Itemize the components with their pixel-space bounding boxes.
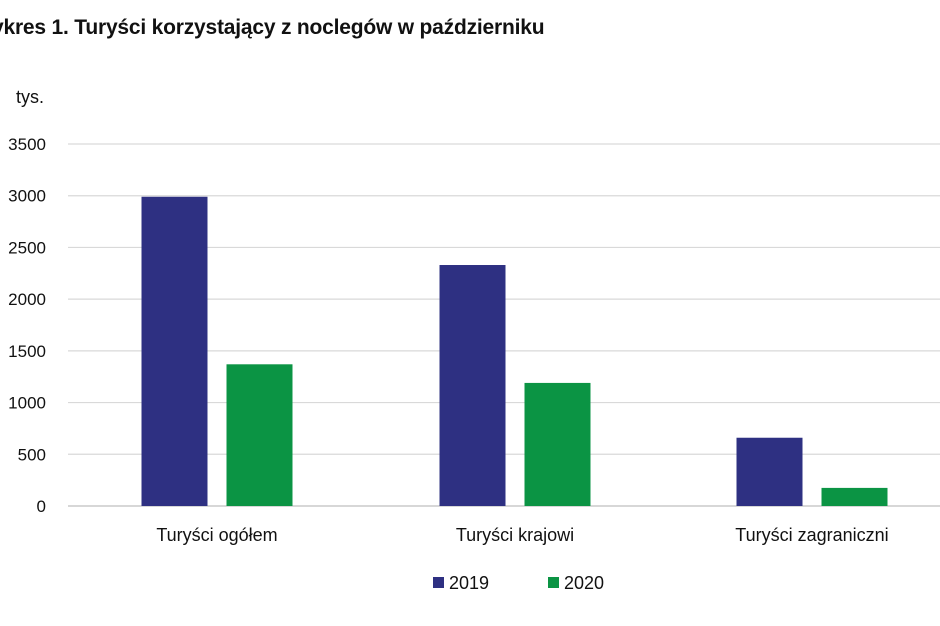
x-axis-categories: Turyści ogółem Turyści krajowi Turyści zag… xyxy=(156,525,888,545)
bar-2019-1 xyxy=(141,196,208,506)
chart-title: ykres 1. Turyści korzystający z noclegów… xyxy=(0,16,545,39)
y-tick-label: 2000 xyxy=(8,290,46,309)
legend-item: 2019 xyxy=(433,573,489,593)
category-label: Turyści krajowi xyxy=(456,525,574,545)
y-axis-unit-label: tys. xyxy=(16,87,44,107)
category-label: Turyści zagraniczni xyxy=(735,525,888,545)
legend-swatch xyxy=(548,577,559,588)
y-tick-label: 3500 xyxy=(8,135,46,154)
legend-swatch xyxy=(433,577,444,588)
y-tick-label: 2500 xyxy=(8,238,46,257)
y-tick-label: 1500 xyxy=(8,342,46,361)
bar-2020-1 xyxy=(226,364,293,506)
bar-2019-2 xyxy=(439,265,506,506)
y-tick-label: 3000 xyxy=(8,187,46,206)
y-tick-label: 500 xyxy=(18,445,46,464)
y-tick-label: 1000 xyxy=(8,394,46,413)
bars xyxy=(141,196,888,506)
bar-2019-3 xyxy=(736,437,803,506)
category-label: Turyści ogółem xyxy=(156,525,277,545)
y-tick-label: 0 xyxy=(37,497,46,516)
bar-2020-2 xyxy=(524,382,591,506)
y-axis-ticks: 0 500 1000 1500 2000 2500 3000 3500 xyxy=(8,135,46,516)
legend-item: 2020 xyxy=(548,573,604,593)
legend-label: 2020 xyxy=(564,573,604,593)
legend: 2019 2020 xyxy=(433,573,604,593)
legend-label: 2019 xyxy=(449,573,489,593)
bar-2020-3 xyxy=(821,487,888,506)
